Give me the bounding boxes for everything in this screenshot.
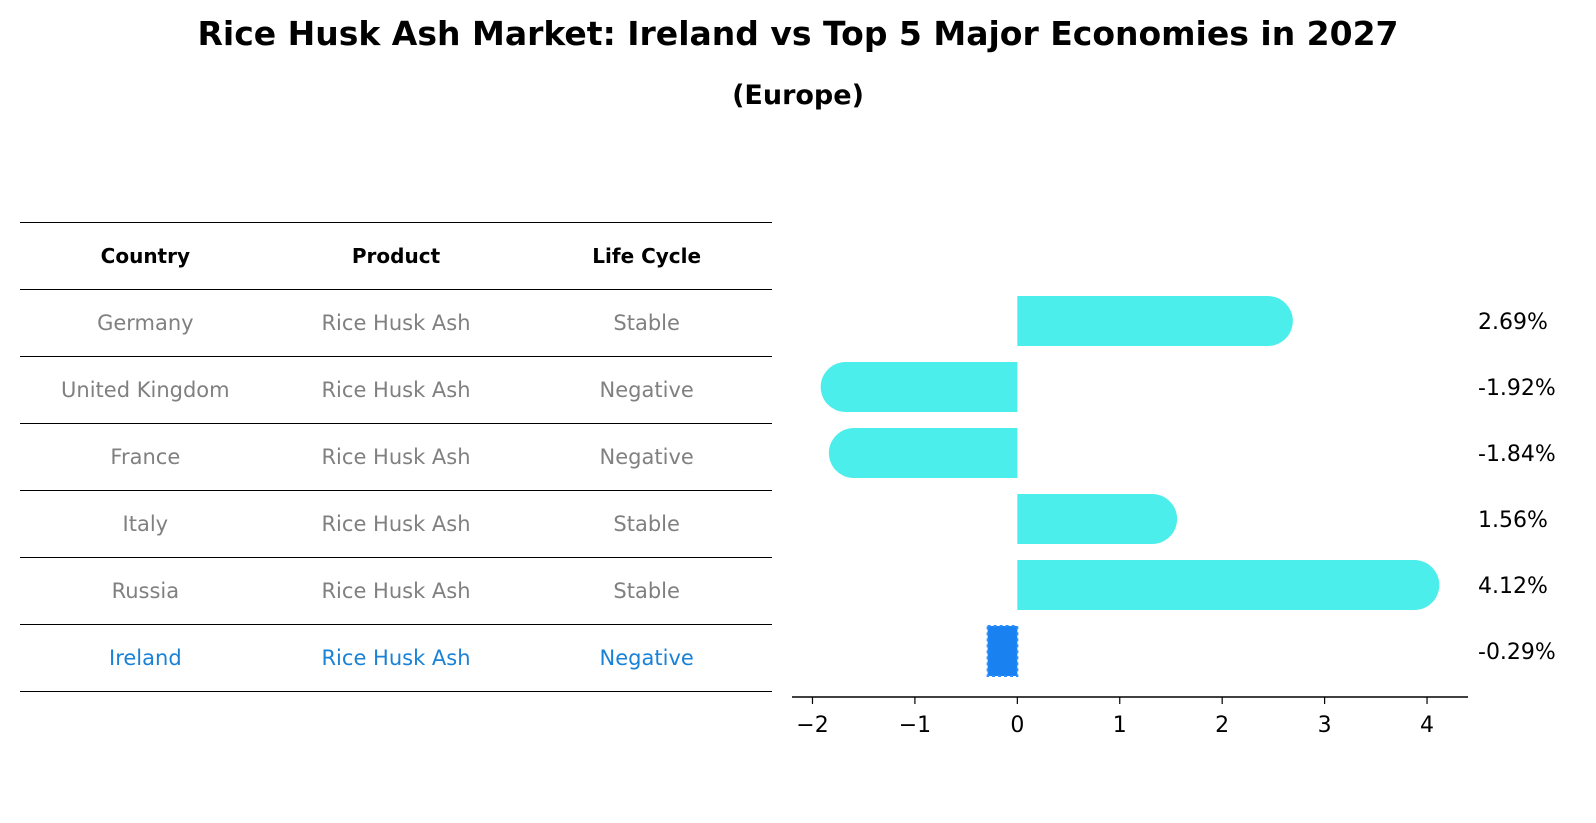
product-cell: Rice Husk Ash xyxy=(321,445,471,469)
life-cycle-cell: Negative xyxy=(599,445,694,469)
x-tick-label: 2 xyxy=(1215,713,1229,738)
x-tick-label: −2 xyxy=(796,713,828,738)
life-cycle-cell: Stable xyxy=(613,512,680,536)
chart-subtitle: (Europe) xyxy=(732,80,864,111)
bar-united-kingdom xyxy=(820,362,1018,412)
life-cycle-cell: Negative xyxy=(599,378,694,402)
chart-title: Rice Husk Ash Market: Ireland vs Top 5 M… xyxy=(197,14,1399,53)
country-cell: France xyxy=(110,445,181,469)
value-label: -1.92% xyxy=(1478,376,1556,401)
country-cell: United Kingdom xyxy=(61,378,230,402)
table-row-highlight: Ireland Rice Husk Ash Negative xyxy=(20,624,772,692)
table-row: United Kingdom Rice Husk Ash Negative xyxy=(20,356,772,423)
bar-ireland xyxy=(986,625,1019,677)
column-header-product: Product xyxy=(351,244,441,268)
column-header-country: Country xyxy=(100,244,191,268)
value-label: 1.56% xyxy=(1478,508,1548,533)
table-header-row: Country Product Life Cycle xyxy=(20,222,772,289)
x-tick-label: 3 xyxy=(1318,713,1332,738)
product-cell: Rice Husk Ash xyxy=(321,579,471,603)
bars-group xyxy=(820,296,1440,677)
country-cell: Italy xyxy=(122,512,169,536)
value-label: -1.84% xyxy=(1478,442,1556,467)
value-label: 2.69% xyxy=(1478,310,1548,335)
column-header-life-cycle: Life Cycle xyxy=(592,244,702,268)
x-tick-label: 1 xyxy=(1113,713,1127,738)
table-row: France Rice Husk Ash Negative xyxy=(20,423,772,490)
life-cycle-cell: Stable xyxy=(613,311,680,335)
value-labels-group: 2.69% -1.92% -1.84% 1.56% 4.12% -0.29% xyxy=(1478,310,1556,665)
x-tick-label: −1 xyxy=(899,713,931,738)
bar-russia xyxy=(1017,560,1440,610)
country-cell: Germany xyxy=(97,311,194,335)
life-cycle-cell: Stable xyxy=(613,579,680,603)
product-cell: Rice Husk Ash xyxy=(321,311,471,335)
country-cell: Russia xyxy=(111,579,180,603)
product-cell: Rice Husk Ash xyxy=(321,512,471,536)
x-tick-label: 0 xyxy=(1010,713,1024,738)
x-ticks-group: −2 −1 0 1 2 3 4 xyxy=(796,697,1434,738)
product-cell: Rice Husk Ash xyxy=(321,646,471,670)
country-table: Country Product Life Cycle Germany Rice … xyxy=(20,222,772,692)
table-row: Germany Rice Husk Ash Stable xyxy=(20,289,772,356)
life-cycle-cell: Negative xyxy=(599,646,694,670)
country-cell: Ireland xyxy=(109,646,182,670)
bar-germany xyxy=(1017,296,1293,346)
table-row: Italy Rice Husk Ash Stable xyxy=(20,490,772,557)
product-cell: Rice Husk Ash xyxy=(321,378,471,402)
value-label: -0.29% xyxy=(1478,640,1556,665)
value-label: 4.12% xyxy=(1478,574,1548,599)
x-tick-label: 4 xyxy=(1420,713,1434,738)
bar-italy xyxy=(1017,494,1178,544)
table-row: Russia Rice Husk Ash Stable xyxy=(20,557,772,624)
bar-france xyxy=(828,428,1018,478)
